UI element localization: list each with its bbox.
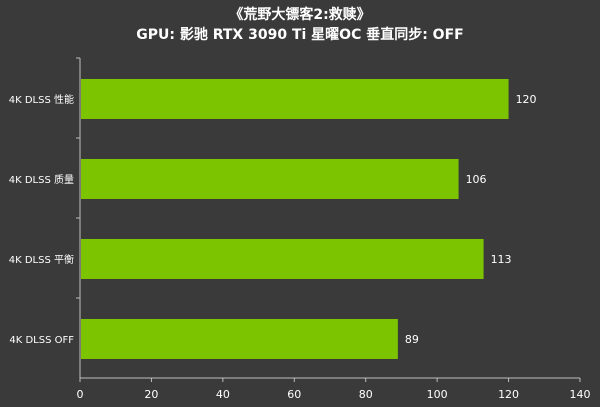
bar xyxy=(81,319,398,359)
x-tick-label: 60 xyxy=(287,388,301,401)
x-tick-label: 80 xyxy=(359,388,373,401)
category-label: 4K DLSS OFF xyxy=(9,335,74,346)
x-tick-label: 0 xyxy=(77,388,84,401)
x-tick-label: 100 xyxy=(427,388,448,401)
x-tick-label: 20 xyxy=(144,388,158,401)
chart-title: 《荒野大镖客2:救赎》 xyxy=(229,7,371,23)
category-label: 4K DLSS 性能 xyxy=(9,93,74,106)
x-tick-label: 140 xyxy=(570,388,591,401)
category-label: 4K DLSS 平衡 xyxy=(9,254,74,266)
value-label: 120 xyxy=(516,93,537,106)
value-label: 106 xyxy=(466,173,487,186)
bar xyxy=(81,79,509,119)
chart-subtitle: GPU: 影驰 RTX 3090 Ti 星曜OC 垂直同步: OFF xyxy=(136,27,464,43)
bar xyxy=(81,159,459,199)
bar xyxy=(81,239,484,279)
value-label: 89 xyxy=(405,333,419,346)
x-tick-label: 120 xyxy=(498,388,519,401)
x-tick-label: 40 xyxy=(216,388,230,401)
category-label: 4K DLSS 质量 xyxy=(9,174,74,186)
value-label: 113 xyxy=(491,253,512,266)
